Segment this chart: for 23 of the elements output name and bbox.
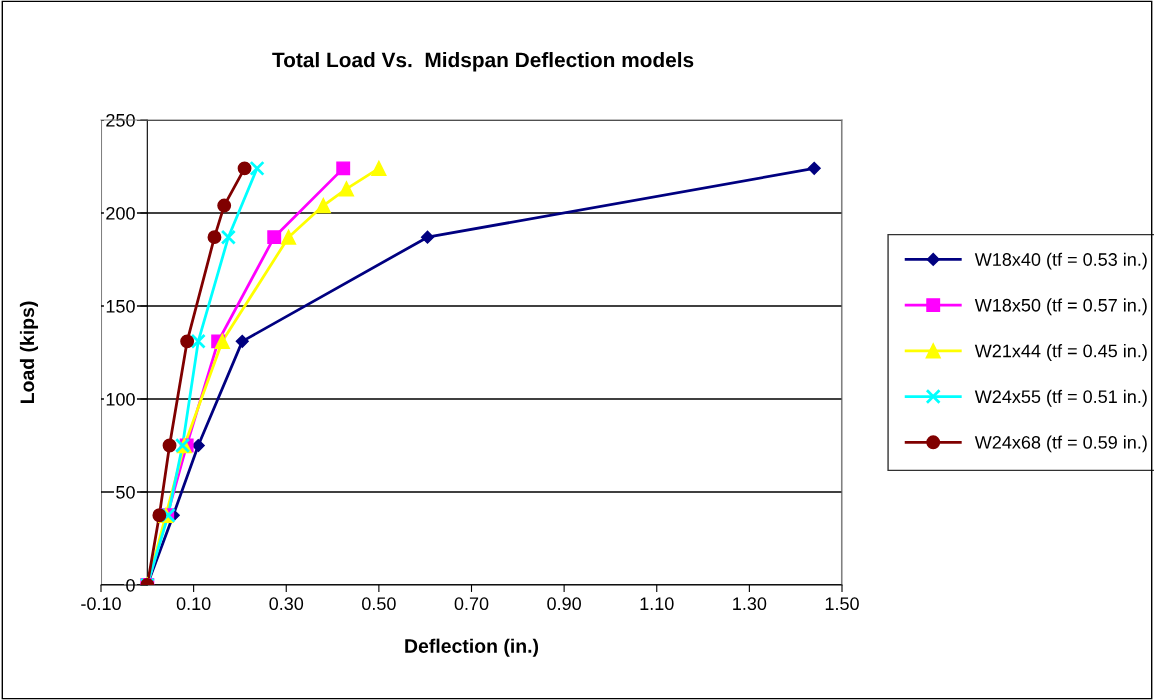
legend-label: W18x40 (tf = 0.53 in.) xyxy=(974,252,1147,270)
x-tick-label: -0.10 xyxy=(81,597,121,611)
x-tick-label: 0.90 xyxy=(547,597,581,611)
x-tick-label: 0.50 xyxy=(362,597,396,611)
legend-label: W18x50 (tf = 0.57 in.) xyxy=(974,298,1147,316)
x-tick-label: 1.10 xyxy=(640,597,674,611)
chart-title: Total Load Vs. Midspan Deflection models xyxy=(272,52,694,72)
y-axis-title: Load (kips) xyxy=(19,301,39,404)
x-tick-label: 1.50 xyxy=(825,597,859,611)
x-tick-label: 1.30 xyxy=(733,597,767,611)
x-tick-label: 0.70 xyxy=(454,597,489,611)
y-tick-label: 0 xyxy=(126,578,135,592)
x-tick-label: 0.30 xyxy=(269,597,304,611)
y-tick-label: 50 xyxy=(116,485,135,499)
legend-label: W24x55 (tf = 0.51 in.) xyxy=(974,389,1147,407)
y-tick-label: 100 xyxy=(106,392,135,406)
y-tick-label: 200 xyxy=(106,206,135,220)
x-axis-title: Deflection (in.) xyxy=(405,638,539,657)
y-tick-label: 150 xyxy=(106,299,135,313)
y-tick-label: 250 xyxy=(106,113,135,127)
x-tick-label: 0.10 xyxy=(176,597,211,611)
legend-label: W24x68 (tf = 0.59 in.) xyxy=(974,435,1147,453)
legend-label: W21x44 (tf = 0.45 in.) xyxy=(974,344,1147,361)
